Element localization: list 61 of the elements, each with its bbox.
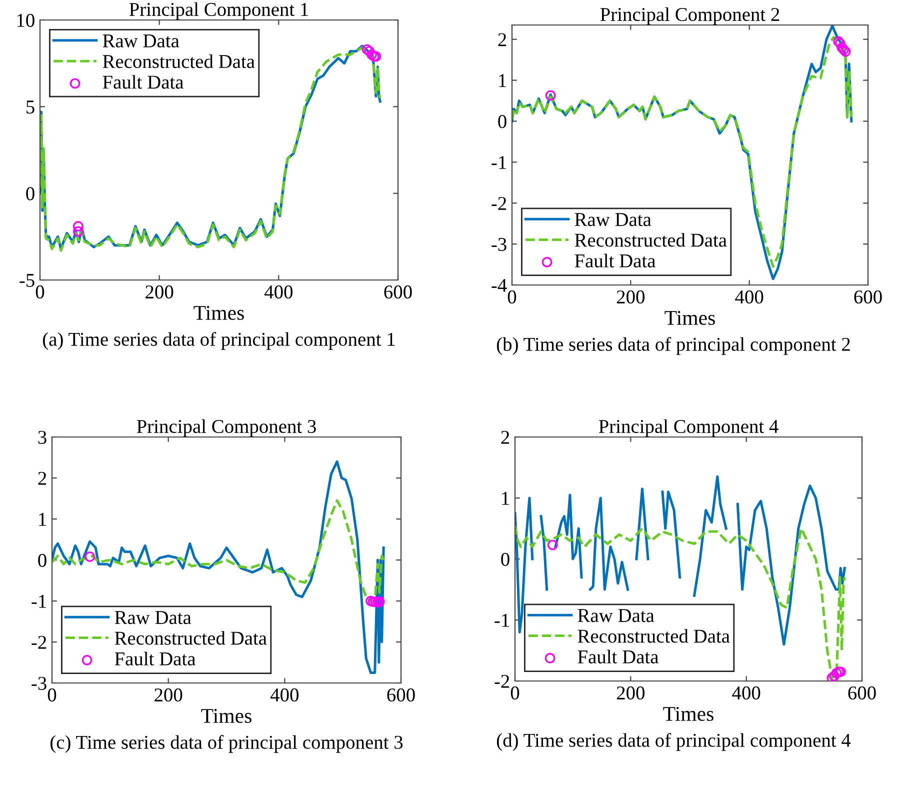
y-tick-label: 1 [502, 492, 509, 505]
legend-label: Raw Data [578, 609, 654, 622]
x-tick-label: 400 [270, 688, 299, 702]
legend-label: Reconstructed Data [578, 629, 730, 643]
y-tick-label: 10 [17, 14, 34, 27]
y-tick-label: 1 [499, 74, 506, 88]
x-axis-title: Times [201, 708, 252, 723]
y-tick-label: -1 [32, 594, 46, 608]
x-tick-label: 400 [264, 285, 293, 299]
chart-title: Principal Component 3 [136, 419, 316, 437]
legend-label: Reconstructed Data [114, 631, 267, 645]
x-axis-title: Times [664, 310, 715, 325]
x-axis-title: Times [663, 706, 714, 721]
legend-label: Raw Data [574, 213, 652, 226]
chart-title: Principal Component 1 [129, 2, 308, 20]
y-tick-label: 0 [26, 187, 34, 200]
y-tick-label: -2 [32, 636, 46, 649]
y-tick-label: 1 [39, 512, 46, 526]
x-tick-label: 200 [146, 285, 174, 299]
x-tick-label: 400 [732, 686, 760, 700]
y-tick-label: 3 [38, 430, 46, 444]
y-tick-label: -3 [32, 676, 46, 690]
legend-label: Raw Data [102, 34, 180, 48]
legend-label: Fault Data [102, 75, 184, 89]
x-tick-label: 0 [48, 688, 56, 702]
text: (a) Time series data of principal component 1 [42, 332, 395, 350]
y-tick-label: -4 [492, 278, 507, 292]
y-tick-label: 0 [38, 554, 46, 567]
x-tick-label: 600 [854, 290, 882, 304]
y-tick-label: -5 [20, 274, 34, 287]
x-tick-label: 600 [848, 686, 876, 700]
y-tick-label: -1 [494, 614, 509, 627]
text: (b) Time series data of principal component 2 [496, 337, 850, 355]
text: (d) Time series data of principal component 4 [496, 733, 851, 751]
x-axis-title: Times [194, 306, 244, 320]
x-tick-label: 600 [387, 688, 415, 702]
x-tick-label: 600 [384, 285, 412, 299]
text: (c) Time series data of principal component 3 [50, 735, 403, 753]
y-tick-label: 2 [38, 472, 46, 485]
legend-label: Fault Data [578, 650, 658, 664]
y-tick-label: -2 [492, 196, 506, 210]
x-tick-label: 200 [616, 686, 645, 700]
legend-label: Reconstructed Data [574, 233, 727, 247]
y-tick-label: 2 [498, 33, 506, 46]
legend-label: Fault Data [114, 652, 196, 666]
y-tick-label: 0 [501, 552, 510, 566]
chart-title: Principal Component 2 [600, 7, 780, 25]
legend-label: Raw Data [114, 611, 192, 624]
y-tick-label: -1 [492, 156, 506, 169]
legend-label: Reconstructed Data [102, 54, 255, 68]
y-tick-label: 5 [26, 100, 34, 114]
x-tick-label: 200 [616, 290, 645, 304]
y-tick-label: -3 [492, 238, 506, 251]
legend-label: Fault Data [574, 254, 656, 268]
y-tick-label: 0 [498, 115, 506, 128]
x-tick-label: 0 [510, 686, 520, 700]
chart-title: Principal Component 4 [598, 419, 778, 437]
y-tick-label: -2 [494, 674, 510, 688]
x-tick-label: 200 [154, 688, 182, 702]
x-tick-label: 400 [735, 290, 764, 304]
y-tick-label: 2 [501, 430, 510, 444]
